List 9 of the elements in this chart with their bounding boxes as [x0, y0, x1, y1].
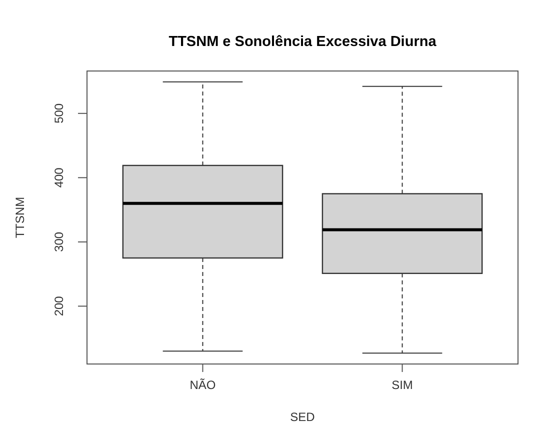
y-tick-label: 400 — [52, 167, 66, 188]
chart-title: TTSNM e Sonolência Excessiva Diurna — [168, 34, 438, 50]
x-tick-label: SIM — [392, 378, 413, 392]
y-axis-title: TTSNM — [13, 196, 27, 238]
y-tick-label: 200 — [52, 296, 66, 316]
x-axis-title: SED — [290, 410, 316, 424]
y-tick-label: 300 — [52, 232, 66, 252]
y-tick-label: 500 — [52, 103, 66, 124]
x-tick-label: NÃO — [190, 378, 216, 392]
